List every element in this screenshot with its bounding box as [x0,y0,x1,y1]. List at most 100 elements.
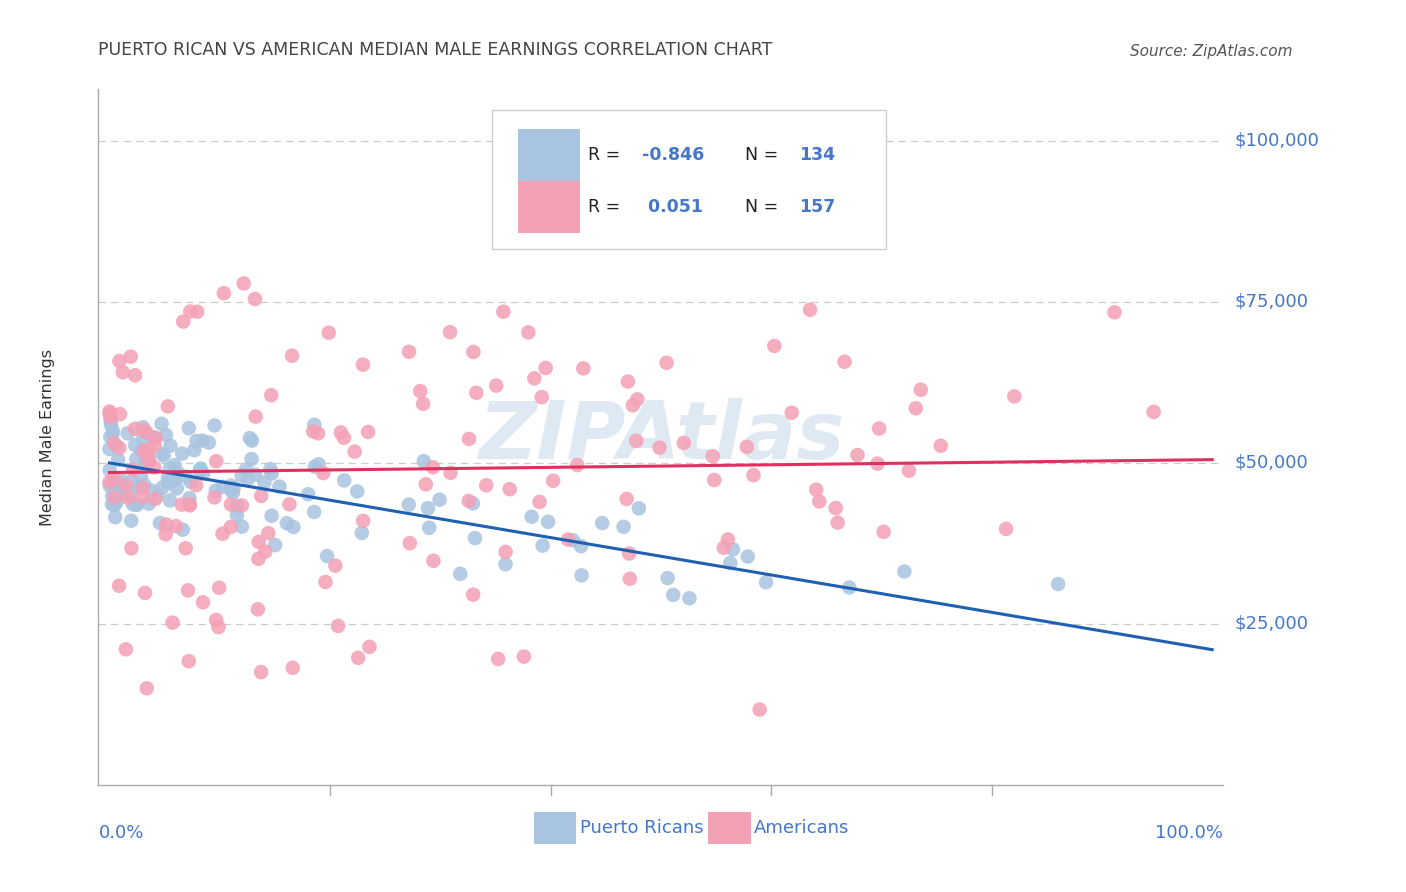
Point [177,421,200,435]
Point [131,443,153,458]
Point [464,531,486,545]
Point [240,434,263,448]
Point [162,615,184,630]
Point [742,468,765,483]
Point [422,554,444,568]
Point [352,358,374,372]
Point [211,526,233,541]
Point [398,536,420,550]
Point [124,498,146,512]
Point [188,463,211,477]
Point [314,574,336,589]
Point [717,533,740,547]
Point [572,361,595,376]
Point [866,457,889,471]
Text: N =: N = [745,145,785,163]
Point [495,545,517,559]
Point [626,392,648,407]
Point [449,566,471,581]
Point [253,475,276,490]
Point [737,549,759,564]
Point [231,468,253,483]
Point [103,491,125,505]
Point [415,477,437,491]
Point [98,404,121,418]
FancyBboxPatch shape [709,812,751,844]
Point [101,426,124,441]
Point [655,356,678,370]
Point [107,482,129,496]
Point [117,491,139,505]
Point [134,586,156,600]
Point [208,581,231,595]
Point [219,520,242,534]
Point [117,426,139,441]
Point [212,286,235,301]
Point [127,498,149,512]
Point [458,432,481,446]
Point [152,449,174,463]
Point [297,487,319,501]
Point [100,410,122,425]
Point [120,485,142,500]
Point [834,355,856,369]
Point [205,613,228,627]
Point [124,368,146,383]
Point [141,483,163,498]
Text: $25,000: $25,000 [1234,615,1309,633]
Point [748,702,770,716]
Text: 0.051: 0.051 [641,198,703,216]
Point [166,482,188,496]
Point [219,498,242,512]
Point [302,425,325,439]
Point [111,488,134,502]
Text: 100.0%: 100.0% [1156,824,1223,842]
Point [838,581,860,595]
Point [465,385,488,400]
Text: R =: R = [588,198,626,216]
Point [283,520,305,534]
Point [204,491,226,505]
Point [326,619,349,633]
Point [591,516,613,530]
Text: 0.0%: 0.0% [98,824,143,842]
Point [121,474,143,488]
Point [179,304,201,318]
Point [567,458,589,472]
Point [226,508,249,523]
Point [131,490,153,504]
Point [316,549,339,563]
Point [530,390,553,404]
Point [105,494,128,508]
Point [219,483,242,497]
Point [416,501,439,516]
Point [132,444,155,458]
Point [105,475,128,489]
Point [150,447,173,461]
Point [226,499,249,513]
Point [619,572,641,586]
Text: $50,000: $50,000 [1234,454,1308,472]
Point [678,591,700,606]
FancyBboxPatch shape [517,181,579,233]
Point [159,462,181,476]
Point [621,398,644,412]
Point [281,349,304,363]
Point [250,665,273,679]
Point [439,325,461,339]
Point [259,462,281,476]
Point [143,491,166,506]
Point [808,494,831,508]
Point [398,344,420,359]
Point [648,441,671,455]
Point [110,486,132,500]
Point [486,652,509,666]
Point [134,478,156,492]
Point [115,642,138,657]
Point [138,442,160,456]
Point [571,568,593,582]
Point [186,304,208,318]
Point [995,522,1018,536]
Point [159,439,181,453]
Text: N =: N = [745,198,785,216]
